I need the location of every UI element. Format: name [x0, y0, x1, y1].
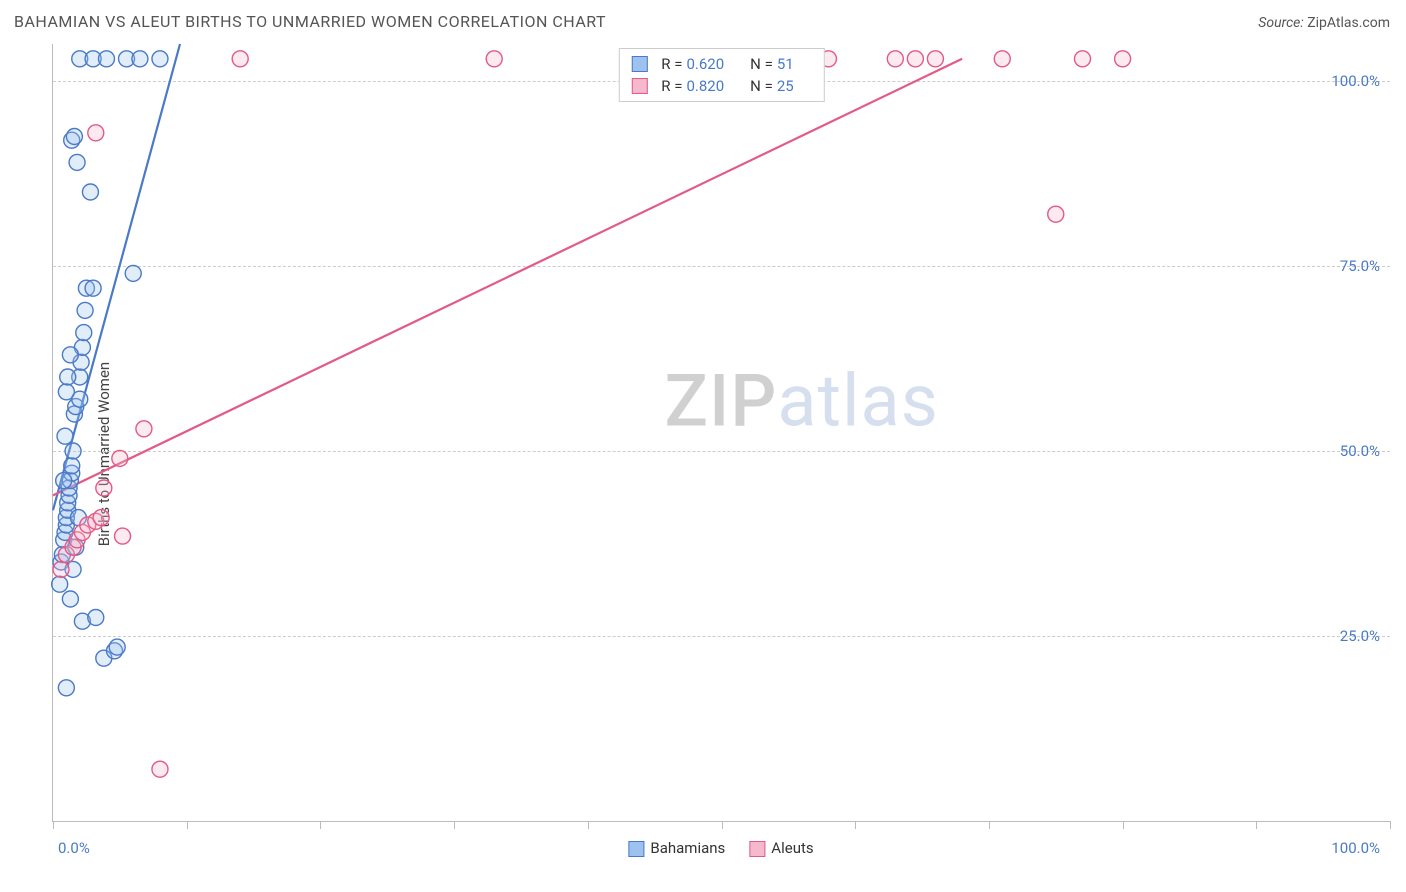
data-point — [52, 576, 68, 592]
aleuts-swatch-icon — [749, 841, 765, 857]
x-tick — [1390, 821, 1391, 829]
data-point — [887, 51, 903, 67]
data-point — [88, 125, 104, 141]
legend-label-bahamians: Bahamians — [650, 839, 725, 857]
data-point — [82, 184, 98, 200]
n-label: N = — [750, 77, 773, 95]
x-max-label: 100.0% — [1331, 839, 1380, 857]
n-label: N = — [750, 55, 773, 73]
data-point — [109, 639, 125, 655]
data-point — [69, 154, 85, 170]
legend-label-aleuts: Aleuts — [771, 839, 813, 857]
bahamians-swatch-icon — [631, 56, 647, 72]
data-point — [57, 428, 73, 444]
chart-title: BAHAMIAN VS ALEUT BIRTHS TO UNMARRIED WO… — [14, 12, 606, 31]
data-point — [232, 51, 248, 67]
data-point — [77, 302, 93, 318]
data-point — [96, 480, 112, 496]
series-legend: Bahamians Aleuts — [628, 839, 813, 857]
x-axis-row: 0.0% Bahamians Aleuts 100.0% — [52, 826, 1390, 864]
legend-item-aleuts: Aleuts — [749, 839, 813, 857]
data-point — [125, 265, 141, 281]
data-point — [58, 680, 74, 696]
data-point — [1074, 51, 1090, 67]
bahamians-n-value: 51 — [777, 55, 794, 73]
r-label: R = — [661, 55, 682, 73]
plot-region: ZIPatlas R =0.620 N =51 R =0.820 N =25 2… — [52, 44, 1390, 822]
header-bar: BAHAMIAN VS ALEUT BIRTHS TO UNMARRIED WO… — [0, 0, 1406, 35]
x-min-label: 0.0% — [58, 839, 90, 857]
correlation-legend: R =0.620 N =51 R =0.820 N =25 — [618, 48, 824, 102]
bahamians-r-value: 0.620 — [686, 55, 724, 73]
source-label: Source: — [1258, 15, 1303, 31]
chart-area: Births to Unmarried Women ZIPatlas R =0.… — [14, 44, 1390, 864]
data-point — [65, 443, 81, 459]
data-point — [1115, 51, 1131, 67]
data-point — [88, 610, 104, 626]
data-point — [66, 129, 82, 145]
data-point — [60, 369, 76, 385]
data-point — [56, 473, 72, 489]
aleuts-r-value: 0.820 — [686, 77, 724, 95]
data-point — [132, 51, 148, 67]
data-point — [994, 51, 1010, 67]
aleuts-n-value: 25 — [777, 77, 794, 95]
data-point — [927, 51, 943, 67]
data-point — [58, 384, 74, 400]
aleuts-swatch-icon — [631, 78, 647, 94]
data-point — [53, 561, 69, 577]
data-point — [85, 280, 101, 296]
data-point — [152, 761, 168, 777]
r-label: R = — [661, 77, 682, 95]
scatter-svg — [53, 44, 1390, 821]
source-credit: Source: ZipAtlas.com — [1258, 15, 1390, 31]
data-point — [112, 450, 128, 466]
trend-line — [53, 59, 962, 496]
data-point — [907, 51, 923, 67]
data-point — [136, 421, 152, 437]
data-point — [115, 528, 131, 544]
source-value: ZipAtlas.com — [1307, 15, 1390, 31]
correlation-row-bahamians: R =0.620 N =51 — [631, 53, 811, 75]
correlation-row-aleuts: R =0.820 N =25 — [631, 75, 811, 97]
data-point — [1048, 206, 1064, 222]
legend-item-bahamians: Bahamians — [628, 839, 725, 857]
data-point — [93, 510, 109, 526]
data-point — [64, 458, 80, 474]
data-point — [62, 591, 78, 607]
bahamians-swatch-icon — [628, 841, 644, 857]
data-point — [76, 325, 92, 341]
data-point — [486, 51, 502, 67]
data-point — [62, 347, 78, 363]
data-point — [98, 51, 114, 67]
data-point — [152, 51, 168, 67]
